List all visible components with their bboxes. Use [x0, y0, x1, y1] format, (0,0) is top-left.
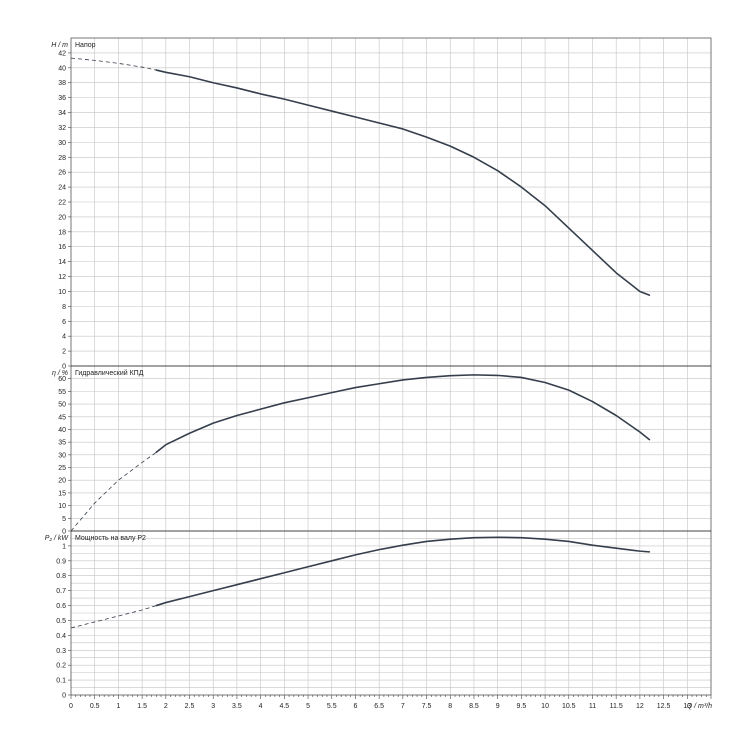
- y-tick-label: 0.1: [56, 678, 66, 685]
- panel-1: 0 5 10 15 20 25 30 35 40 45 50 55 60η / % Гидравличес…: [52, 365, 712, 536]
- x-tick-label: 6: [353, 703, 357, 710]
- x-tick-label: 9.5: [517, 703, 527, 710]
- y-tick-label: 45: [58, 414, 66, 421]
- y-tick-label: 10: [58, 503, 66, 510]
- y-tick-label: 24: [58, 185, 66, 192]
- y-tick-label: 0.8: [56, 573, 66, 580]
- y-tick-label: 0.2: [56, 663, 66, 670]
- y-tick-label: 14: [58, 259, 66, 266]
- y-tick-label: 26: [58, 170, 66, 177]
- x-tick-label: 11: [589, 703, 596, 710]
- panel-title: Мощность на валу P2: [75, 535, 146, 542]
- y-tick-label: 36: [58, 95, 66, 102]
- y-tick-label: 50: [58, 402, 66, 409]
- panel-2: 0 0.1 0.2 0.3 0.4 0.5 0.6 0.7 0.8 0.9 1P₂ / kW Мощн…: [45, 530, 712, 700]
- y-tick-label: 35: [58, 440, 66, 447]
- y-tick-label: 40: [58, 427, 66, 434]
- panel-0: 024681012141618202224262830323436384042H…: [51, 37, 712, 371]
- x-tick-label: 4: [259, 703, 263, 710]
- x-tick-label: 5: [306, 703, 310, 710]
- x-tick-label: 7: [401, 703, 405, 710]
- y-tick-label: 6: [62, 319, 66, 326]
- y-tick-label: 38: [58, 80, 66, 87]
- x-tick-label: 2.5: [185, 703, 195, 710]
- x-tick-label: 3: [211, 703, 215, 710]
- y-tick-label: 0.6: [56, 603, 66, 610]
- y-tick-label: 0.3: [56, 648, 66, 655]
- y-tick-label: 34: [58, 110, 66, 117]
- y-tick-label: 0.4: [56, 633, 66, 640]
- x-tick-label: 6.5: [374, 703, 384, 710]
- y-axis-title: H / m: [51, 42, 68, 49]
- x-tick-label: 11.5: [610, 703, 623, 710]
- series-line: [155, 69, 651, 296]
- y-tick-label: 42: [58, 50, 66, 57]
- y-tick-label: 5: [62, 516, 66, 523]
- x-tick-label: 9: [496, 703, 500, 710]
- y-tick-label: 30: [58, 140, 66, 147]
- x-tick-label: 13: [683, 703, 691, 710]
- x-tick-label: 12: [636, 703, 644, 710]
- panel-frame: [70, 365, 712, 532]
- y-axis-title: P₂ / kW: [45, 535, 70, 542]
- horizontal-grid: [71, 538, 711, 688]
- x-tick-label: 3.5: [232, 703, 242, 710]
- panel-title: Напор: [75, 42, 96, 49]
- panel-title: Гидравлический КПД: [75, 369, 144, 377]
- x-tick-label: 10.5: [562, 703, 576, 710]
- y-tick-label: 16: [58, 244, 66, 251]
- series-extrapolated-line: [70, 605, 157, 629]
- series-line: [155, 536, 651, 607]
- y-tick-label: 25: [58, 465, 66, 472]
- x-tick-label: 7.5: [422, 703, 432, 710]
- series-extrapolated-line: [70, 451, 157, 532]
- y-tick-label: 18: [58, 229, 66, 236]
- horizontal-grid: [71, 52, 711, 352]
- y-tick-label: 0.9: [56, 558, 66, 565]
- x-tick-label: 2: [164, 703, 168, 710]
- y-tick-label: 40: [58, 65, 66, 72]
- y-tick-label: 30: [58, 452, 66, 459]
- y-tick-label: 0: [62, 364, 66, 371]
- y-tick-label: 0: [62, 693, 66, 700]
- y-tick-label: 20: [58, 478, 66, 485]
- x-axis-title: Q / m³/h: [687, 703, 712, 710]
- x-tick-label: 1: [116, 703, 120, 710]
- x-tick-label: 4.5: [279, 703, 289, 710]
- y-tick-label: 0: [62, 529, 66, 536]
- x-tick-label: 0.5: [90, 703, 100, 710]
- y-tick-label: 28: [58, 155, 66, 162]
- series-extrapolated-line: [70, 57, 157, 71]
- y-tick-label: 8: [62, 304, 66, 311]
- y-tick-label: 10: [58, 289, 66, 296]
- x-tick-label: 8.5: [469, 703, 479, 710]
- y-tick-label: 4: [62, 334, 66, 341]
- y-tick-label: 55: [58, 389, 66, 396]
- y-tick-label: 12: [58, 274, 66, 281]
- x-tick-label: 0: [69, 703, 73, 710]
- y-tick-label: 60: [58, 376, 66, 383]
- y-tick-label: 32: [58, 125, 66, 132]
- y-tick-label: 2: [62, 349, 66, 356]
- x-tick-label: 12.5: [657, 703, 671, 710]
- y-tick-label: 22: [58, 200, 66, 207]
- x-tick-label: 8: [448, 703, 452, 710]
- x-tick-label: 5.5: [327, 703, 337, 710]
- y-tick-label: 0.7: [56, 588, 66, 595]
- x-tick-label: 1.5: [137, 703, 147, 710]
- series-line: [155, 374, 651, 454]
- y-tick-label: 20: [58, 214, 66, 221]
- y-axis-title: η / %: [52, 370, 68, 377]
- horizontal-grid: [71, 378, 711, 519]
- y-tick-label: 15: [58, 490, 66, 497]
- y-tick-label: 0.5: [56, 618, 66, 625]
- y-tick-label: 1: [62, 543, 66, 550]
- x-tick-label: 10: [541, 703, 549, 710]
